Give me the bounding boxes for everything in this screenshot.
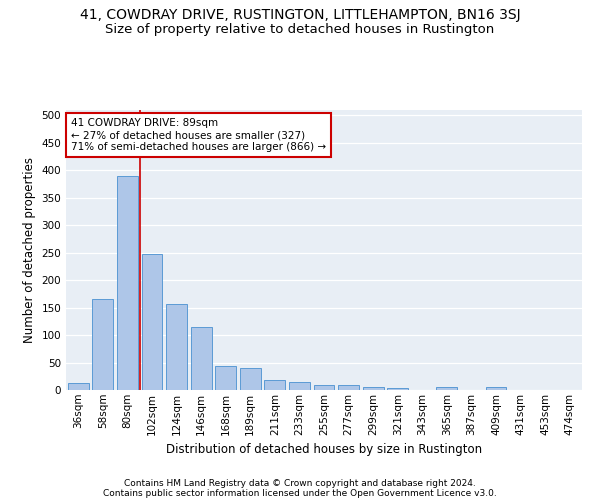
Text: Size of property relative to detached houses in Rustington: Size of property relative to detached ho… — [106, 22, 494, 36]
Bar — [92, 300, 113, 390]
Bar — [289, 382, 310, 390]
Bar — [215, 366, 236, 390]
Text: 41, COWDRAY DRIVE, RUSTINGTON, LITTLEHAMPTON, BN16 3SJ: 41, COWDRAY DRIVE, RUSTINGTON, LITTLEHAM… — [80, 8, 520, 22]
Bar — [387, 388, 408, 390]
Text: Contains HM Land Registry data © Crown copyright and database right 2024.: Contains HM Land Registry data © Crown c… — [124, 478, 476, 488]
X-axis label: Distribution of detached houses by size in Rustington: Distribution of detached houses by size … — [166, 443, 482, 456]
Bar — [117, 176, 138, 390]
Bar — [485, 388, 506, 390]
Bar — [338, 385, 359, 390]
Bar — [68, 383, 89, 390]
Bar — [265, 380, 286, 390]
Bar — [166, 304, 187, 390]
Bar — [362, 386, 383, 390]
Bar — [436, 388, 457, 390]
Bar — [142, 254, 163, 390]
Bar — [240, 368, 261, 390]
Bar — [191, 327, 212, 390]
Bar — [314, 385, 334, 390]
Y-axis label: Number of detached properties: Number of detached properties — [23, 157, 36, 343]
Text: 41 COWDRAY DRIVE: 89sqm
← 27% of detached houses are smaller (327)
71% of semi-d: 41 COWDRAY DRIVE: 89sqm ← 27% of detache… — [71, 118, 326, 152]
Text: Contains public sector information licensed under the Open Government Licence v3: Contains public sector information licen… — [103, 488, 497, 498]
